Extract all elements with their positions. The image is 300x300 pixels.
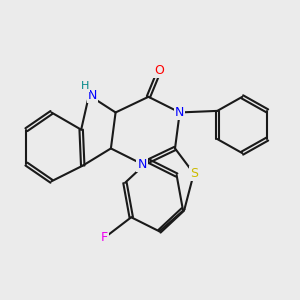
Text: O: O xyxy=(154,64,164,77)
Text: N: N xyxy=(137,158,147,171)
Text: N: N xyxy=(88,89,98,102)
Text: H: H xyxy=(81,82,89,92)
Text: S: S xyxy=(190,167,198,180)
Text: F: F xyxy=(101,231,108,244)
Text: N: N xyxy=(175,106,184,119)
